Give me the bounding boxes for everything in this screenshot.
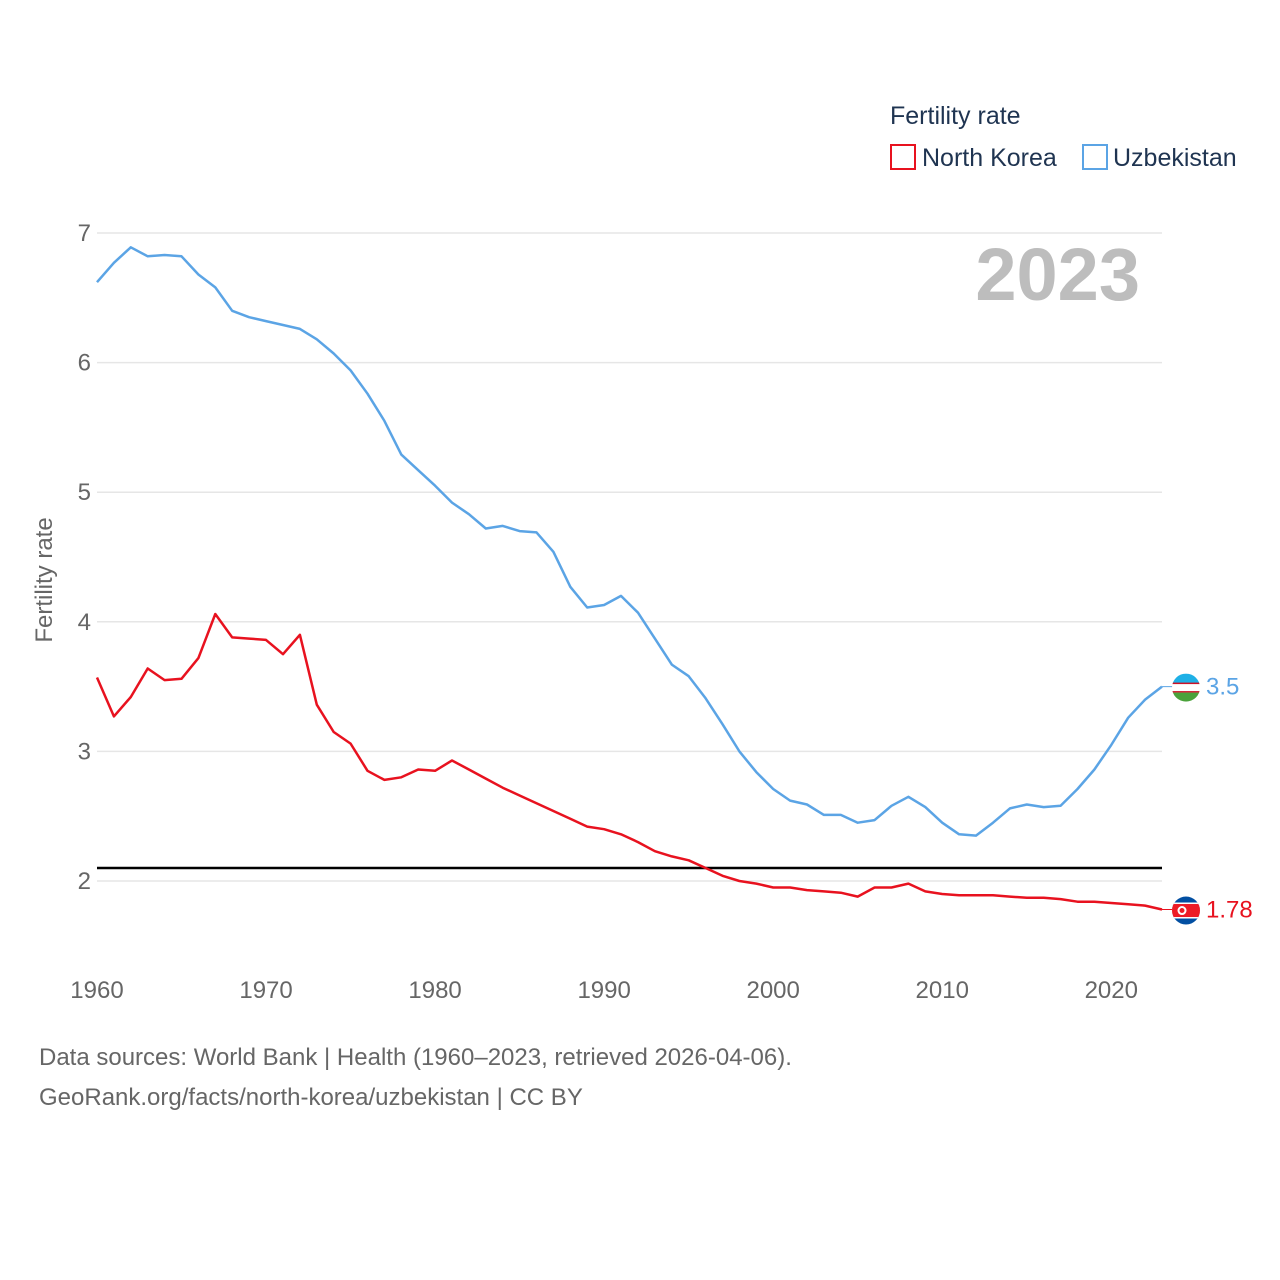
uzbekistan-flag-icon [1172,673,1200,702]
legend-item-uzbekistan[interactable]: Uzbekistan [1082,144,1237,172]
y-tick-label-4: 4 [78,609,91,636]
attribution-link[interactable]: GeoRank.org/facts/north-korea/uzbekistan… [39,1084,583,1111]
line-chart: 2 3 4 5 6 7 1960 1970 1980 1990 2000 2010 2020 2023… [31,102,1253,1004]
y-tick-label-5: 5 [78,479,91,506]
legend-item-north-korea[interactable]: North Korea [890,144,1057,172]
year-stamp: 2023 [975,233,1140,316]
north-korea-flag-icon [1172,896,1200,925]
legend-title: Fertility rate [890,102,1021,130]
y-tick-label-3: 3 [78,738,91,765]
legend-label-north-korea: North Korea [922,144,1057,172]
x-tick-label-2020: 2020 [1085,977,1138,1004]
legend-swatch-uzbekistan [1082,144,1108,170]
x-tick-label-1960: 1960 [70,977,123,1004]
end-label-uzbekistan: 3.5 [1206,674,1239,701]
series-line-uzbekistan[interactable] [96,246,1163,837]
end-label-north-korea: 1.78 [1206,897,1253,924]
x-tick-label-2000: 2000 [746,977,799,1004]
x-tick-label-1980: 1980 [408,977,461,1004]
y-axis-ticks: 2 3 4 5 6 7 [78,220,91,895]
series-group [95,246,1186,911]
data-source-note: Data sources: World Bank | Health (1960–… [39,1044,792,1071]
x-tick-label-1970: 1970 [239,977,292,1004]
x-axis-ticks: 1960 1970 1980 1990 2000 2010 2020 [70,977,1138,1004]
x-tick-label-1990: 1990 [577,977,630,1004]
series-line-north-korea[interactable] [95,612,1163,911]
y-axis-title: Fertility rate [31,517,58,642]
grid-lines [97,232,1162,882]
legend-swatch-north-korea [890,144,916,170]
y-tick-label-7: 7 [78,220,91,247]
y-tick-label-2: 2 [78,868,91,895]
legend-label-uzbekistan: Uzbekistan [1113,144,1237,172]
y-tick-label-6: 6 [78,350,91,377]
x-tick-label-2010: 2010 [916,977,969,1004]
